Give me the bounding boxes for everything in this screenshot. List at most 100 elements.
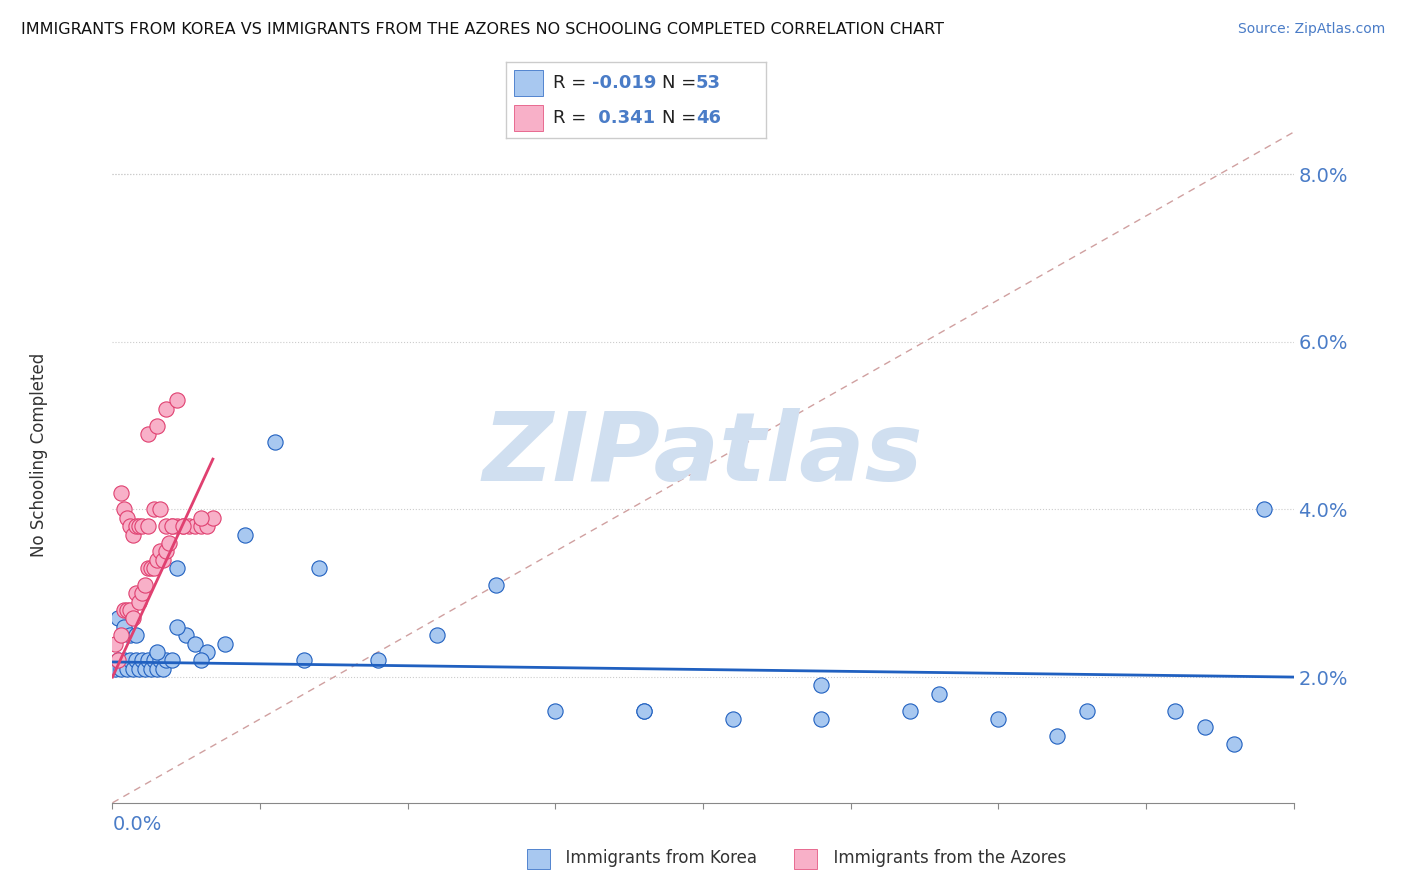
- Point: [122, 611, 145, 625]
- Point: [152, 552, 174, 566]
- Point: [633, 704, 655, 718]
- Point: [136, 427, 159, 442]
- Text: -0.019: -0.019: [592, 74, 657, 92]
- Point: [128, 594, 150, 608]
- Point: [107, 653, 129, 667]
- Point: [810, 712, 832, 726]
- Point: [142, 502, 165, 516]
- Point: [157, 536, 180, 550]
- Point: [117, 510, 138, 524]
- Point: [214, 636, 236, 650]
- Point: [166, 620, 188, 634]
- Point: [1164, 704, 1187, 718]
- Point: [172, 519, 194, 533]
- Point: [195, 645, 218, 659]
- Point: [125, 628, 148, 642]
- FancyBboxPatch shape: [515, 105, 543, 130]
- Point: [485, 578, 508, 592]
- Point: [131, 586, 153, 600]
- Point: [1253, 502, 1275, 516]
- Point: [139, 662, 162, 676]
- Point: [134, 578, 156, 592]
- Point: [149, 502, 172, 516]
- Point: [1223, 737, 1246, 751]
- Text: ZIPatlas: ZIPatlas: [482, 409, 924, 501]
- Point: [367, 653, 389, 667]
- Point: [125, 586, 148, 600]
- Text: R =: R =: [553, 109, 592, 127]
- Point: [139, 561, 162, 575]
- Point: [160, 653, 183, 667]
- Point: [112, 653, 135, 667]
- Point: [146, 418, 169, 433]
- Point: [184, 636, 207, 650]
- Point: [122, 662, 145, 676]
- Point: [155, 519, 177, 533]
- Text: IMMIGRANTS FROM KOREA VS IMMIGRANTS FROM THE AZORES NO SCHOOLING COMPLETED CORRE: IMMIGRANTS FROM KOREA VS IMMIGRANTS FROM…: [21, 22, 943, 37]
- Point: [426, 628, 449, 642]
- Point: [155, 653, 177, 667]
- Point: [201, 510, 224, 524]
- Point: [136, 653, 159, 667]
- Point: [1046, 729, 1069, 743]
- Point: [233, 527, 256, 541]
- Point: [117, 603, 138, 617]
- Point: [160, 519, 183, 533]
- Point: [928, 687, 950, 701]
- Point: [149, 653, 172, 667]
- Point: [810, 678, 832, 692]
- Point: [190, 519, 212, 533]
- Point: [155, 544, 177, 558]
- Point: [1076, 704, 1098, 718]
- Text: Immigrants from Korea: Immigrants from Korea: [555, 849, 758, 867]
- Point: [179, 519, 201, 533]
- Point: [131, 519, 153, 533]
- Point: [292, 653, 315, 667]
- Point: [122, 527, 145, 541]
- Point: [120, 519, 142, 533]
- Point: [110, 628, 132, 642]
- Text: 46: 46: [696, 109, 721, 127]
- Point: [987, 712, 1010, 726]
- Point: [104, 636, 127, 650]
- Point: [149, 544, 172, 558]
- Text: N =: N =: [662, 74, 702, 92]
- Point: [110, 485, 132, 500]
- Point: [128, 519, 150, 533]
- Point: [125, 653, 148, 667]
- Point: [112, 620, 135, 634]
- Point: [131, 653, 153, 667]
- Point: [142, 653, 165, 667]
- Point: [104, 662, 127, 676]
- Point: [152, 662, 174, 676]
- Point: [184, 519, 207, 533]
- Point: [1194, 720, 1216, 734]
- Point: [120, 628, 142, 642]
- Point: [174, 628, 197, 642]
- Point: [136, 561, 159, 575]
- Point: [264, 435, 287, 450]
- Point: [146, 645, 169, 659]
- Text: 0.341: 0.341: [592, 109, 655, 127]
- Text: 0.0%: 0.0%: [112, 815, 162, 834]
- Point: [120, 653, 142, 667]
- Point: [136, 519, 159, 533]
- Text: No Schooling Completed: No Schooling Completed: [30, 353, 48, 557]
- Text: Immigrants from the Azores: Immigrants from the Azores: [823, 849, 1066, 867]
- Point: [142, 561, 165, 575]
- Point: [544, 704, 567, 718]
- Point: [112, 603, 135, 617]
- Point: [190, 510, 212, 524]
- Point: [308, 561, 330, 575]
- Point: [146, 552, 169, 566]
- Text: N =: N =: [662, 109, 702, 127]
- Point: [172, 519, 194, 533]
- Point: [107, 653, 129, 667]
- Text: Source: ZipAtlas.com: Source: ZipAtlas.com: [1237, 22, 1385, 37]
- Point: [128, 662, 150, 676]
- Point: [120, 603, 142, 617]
- Point: [721, 712, 744, 726]
- Text: R =: R =: [553, 74, 592, 92]
- Point: [125, 519, 148, 533]
- Point: [146, 662, 169, 676]
